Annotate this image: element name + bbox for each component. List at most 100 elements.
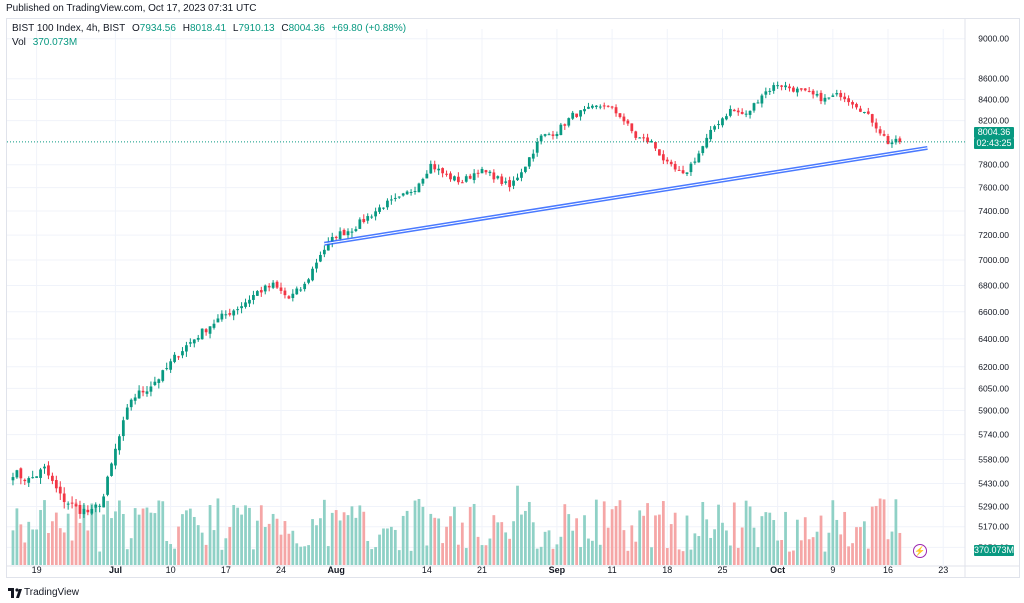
y-tick-label: 7200.00	[978, 230, 1009, 240]
candle-body	[409, 192, 413, 194]
publish-text: Published on TradingView.com, Oct 17, 20…	[6, 3, 257, 14]
volume-bar	[322, 499, 326, 565]
candle-body	[27, 478, 31, 483]
volume-bar	[319, 518, 322, 565]
volume-bar	[31, 529, 35, 565]
candle-body	[795, 88, 799, 93]
candle-body	[555, 134, 559, 137]
candle-body	[807, 90, 811, 92]
volume-bar	[141, 508, 145, 565]
candle-body	[658, 149, 661, 156]
candle-body	[62, 493, 66, 503]
volume-bar	[484, 545, 488, 565]
candle-body	[98, 505, 102, 507]
volume-bar	[740, 527, 744, 565]
y-tick-label: 6050.00	[978, 383, 1009, 393]
volume-bar	[807, 539, 811, 565]
volume-bar	[752, 527, 756, 565]
candle-body	[894, 138, 898, 143]
volume-bar	[409, 550, 413, 565]
volume-bar	[646, 503, 649, 565]
volume-bar	[658, 514, 661, 565]
candle-body	[705, 137, 709, 148]
candle-body	[792, 87, 795, 92]
candle-body	[35, 476, 39, 478]
volume-bar	[788, 551, 791, 565]
volume-bar	[768, 512, 772, 565]
candle-body	[90, 508, 94, 514]
volume-bar	[307, 545, 310, 565]
candle-body	[748, 110, 752, 115]
volume-bar	[728, 545, 732, 565]
candle-body	[43, 466, 46, 469]
y-tick-label: 8400.00	[978, 94, 1009, 104]
volume-bar	[713, 529, 716, 565]
volume-bar	[654, 515, 657, 565]
volume-bar	[792, 550, 795, 565]
candle-body	[114, 448, 117, 466]
candle-body	[579, 110, 582, 117]
volume-bar	[271, 513, 275, 565]
volume-bar	[43, 500, 46, 565]
candle-body	[563, 124, 567, 126]
candle-body	[275, 281, 279, 288]
candle-body	[618, 113, 622, 118]
chart-panel[interactable]: 9000.00 8600.00 8400.00 8200.00 7800.00 7600.…	[6, 18, 1020, 578]
volume-bar	[827, 532, 831, 565]
candle-body	[441, 168, 444, 174]
x-tick-label: 19	[32, 565, 42, 575]
volume-bar	[334, 510, 338, 565]
candle-body	[524, 166, 527, 172]
x-tick-label: 21	[477, 565, 487, 575]
volume-bar	[295, 543, 299, 565]
volume-bar	[51, 521, 54, 565]
volume-bar	[547, 530, 551, 565]
volume-bar	[212, 530, 216, 565]
candle-body	[342, 229, 346, 236]
volume-bar	[86, 530, 90, 565]
candle-body	[740, 111, 744, 114]
candle-body	[236, 309, 240, 311]
candle-body	[874, 122, 878, 129]
candle-body	[248, 299, 251, 304]
volume-bar	[835, 519, 839, 565]
candle-body	[784, 85, 787, 88]
lightning-icon[interactable]: ⚡	[913, 544, 927, 558]
candle-body	[847, 98, 850, 103]
candle-body	[772, 85, 776, 91]
candle-body	[634, 131, 638, 138]
volume-bar	[697, 536, 701, 565]
candle-body	[709, 129, 713, 140]
candle-body	[512, 180, 515, 186]
volume-bar	[551, 548, 555, 565]
volume-bar	[705, 519, 709, 565]
candle-body	[630, 123, 634, 132]
x-tick-label: 9	[830, 565, 835, 575]
candle-body	[271, 282, 275, 288]
volume-tag: 370.073M	[974, 545, 1015, 556]
candle-body	[646, 137, 649, 143]
legend-row-volume: Vol 370.073M	[12, 36, 406, 50]
volume-bar	[464, 548, 468, 565]
candle-body	[303, 283, 307, 290]
volume-bar	[66, 513, 70, 565]
candle-body	[602, 105, 606, 107]
volume-bar	[598, 544, 602, 565]
candle-body	[598, 106, 602, 108]
candle-body	[827, 97, 831, 99]
volume-bar	[370, 549, 374, 565]
candle-body	[244, 302, 247, 307]
volume-bar	[709, 537, 713, 565]
volume-bar	[165, 541, 169, 565]
candle-body	[338, 231, 342, 239]
candle-body	[508, 180, 512, 188]
y-tick-label: 5740.00	[978, 430, 1009, 440]
volume-bar	[460, 522, 464, 565]
candle-body	[397, 196, 401, 198]
candle-body	[322, 249, 326, 255]
volume-bar	[114, 511, 117, 565]
candlestick-chart[interactable]: 9000.00 8600.00 8400.00 8200.00 7800.00 7600.…	[7, 19, 1019, 577]
candle-body	[685, 172, 689, 175]
candle-body	[594, 105, 598, 108]
candle-body	[204, 329, 208, 333]
